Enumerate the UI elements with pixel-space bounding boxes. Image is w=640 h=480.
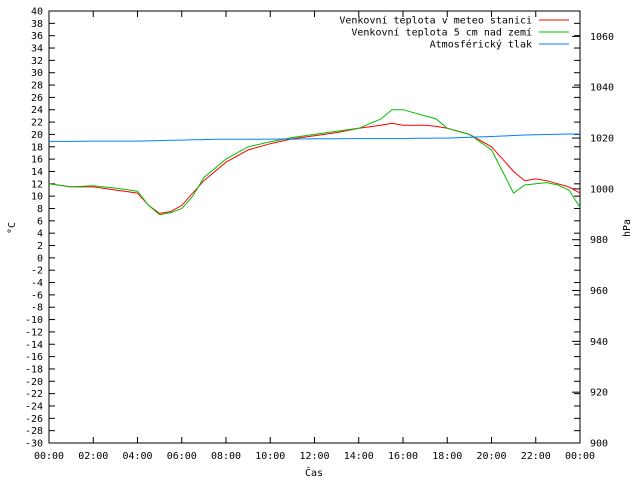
y-tick-label: 32 xyxy=(31,56,43,67)
y-axis: 4038363432302826242220181614121086420-2-… xyxy=(25,7,580,450)
series-line-1 xyxy=(48,122,581,214)
legend-label: Atmosférický tlak xyxy=(430,39,532,51)
y2-tick-label: 940 xyxy=(590,337,608,348)
y-tick-label: 24 xyxy=(31,105,43,116)
series-line-3 xyxy=(49,133,580,142)
y2-tick-label: 960 xyxy=(590,286,608,297)
y-tick-label: -2 xyxy=(31,266,43,277)
x-tick-label: 14:00 xyxy=(344,451,374,462)
y-tick-label: 10 xyxy=(31,192,43,203)
y-tick-label: 0 xyxy=(37,253,43,264)
x-tick-label: 06:00 xyxy=(167,451,197,462)
legend-label: Venkovní teplota 5 cm nad zemí xyxy=(351,27,532,39)
y2-tick-label: 1060 xyxy=(590,32,614,43)
y-tick-label: 4 xyxy=(37,229,43,240)
x-axis-label: Čas xyxy=(305,466,323,479)
y-tick-label: 22 xyxy=(31,118,43,129)
y-tick-label: -24 xyxy=(25,401,43,412)
legend: Venkovní teplota v meteo staniciVenkovní… xyxy=(339,15,569,51)
x-tick-label: 00:00 xyxy=(34,451,64,462)
x-tick-label: 18:00 xyxy=(432,451,462,462)
y2-tick-label: 920 xyxy=(590,388,608,399)
y2-tick-label: 980 xyxy=(590,235,608,246)
y-tick-label: -16 xyxy=(25,352,43,363)
y-tick-label: 14 xyxy=(31,167,43,178)
y2-tick-label: 900 xyxy=(590,439,608,450)
y-tick-label: 40 xyxy=(31,7,43,18)
y-tick-label: 30 xyxy=(31,68,43,79)
y-tick-label: -14 xyxy=(25,340,43,351)
y-tick-label: 16 xyxy=(31,155,43,166)
x-tick-label: 12:00 xyxy=(299,451,329,462)
y2-tick-label: 1020 xyxy=(590,134,614,145)
y-tick-label: 38 xyxy=(31,19,43,30)
y-tick-label: -30 xyxy=(25,439,43,450)
series-lines xyxy=(48,109,581,216)
y-tick-label: -8 xyxy=(31,303,43,314)
y-tick-label: 2 xyxy=(37,241,43,252)
y-tick-label: -18 xyxy=(25,364,43,375)
x-tick-label: 00:00 xyxy=(565,451,595,462)
y-tick-label: -4 xyxy=(31,278,43,289)
y-tick-label: 34 xyxy=(31,44,43,55)
x-tick-label: 22:00 xyxy=(521,451,551,462)
series-line-2 xyxy=(48,109,581,216)
x-tick-label: 16:00 xyxy=(388,451,418,462)
y-tick-label: -12 xyxy=(25,327,43,338)
legend-label: Venkovní teplota v meteo stanici xyxy=(339,15,532,27)
y-tick-label: 28 xyxy=(31,81,43,92)
y-tick-label: -10 xyxy=(25,315,43,326)
y2-tick-label: 1040 xyxy=(590,83,614,94)
y-tick-label: 36 xyxy=(31,31,43,42)
y-axis-label: °C xyxy=(7,222,18,234)
y-tick-label: -20 xyxy=(25,377,43,388)
y-tick-label: 8 xyxy=(37,204,43,215)
x-tick-label: 20:00 xyxy=(476,451,506,462)
x-axis: 00:00 02:00 04:00 06:00 08:00 10:00 12:00 14:00… xyxy=(34,11,595,462)
y-tick-label: -28 xyxy=(25,426,43,437)
y-tick-label: -22 xyxy=(25,389,43,400)
y-tick-label: 6 xyxy=(37,216,43,227)
y-tick-label: 26 xyxy=(31,93,43,104)
x-tick-label: 04:00 xyxy=(122,451,152,462)
y-tick-label: 18 xyxy=(31,142,43,153)
y-tick-label: -26 xyxy=(25,414,43,425)
y-tick-label: 20 xyxy=(31,130,43,141)
x-tick-label: 02:00 xyxy=(78,451,108,462)
y2-axis: 1060 1040 1020 1000 980 960 940 920 900 xyxy=(572,32,614,450)
y-tick-label: 12 xyxy=(31,179,43,190)
y2-axis-label: hPa xyxy=(622,219,633,237)
x-tick-label: 10:00 xyxy=(255,451,285,462)
x-tick-label: 08:00 xyxy=(211,451,241,462)
plot-frame xyxy=(48,10,581,444)
y-tick-label: -6 xyxy=(31,290,43,301)
y2-tick-label: 1000 xyxy=(590,184,614,195)
